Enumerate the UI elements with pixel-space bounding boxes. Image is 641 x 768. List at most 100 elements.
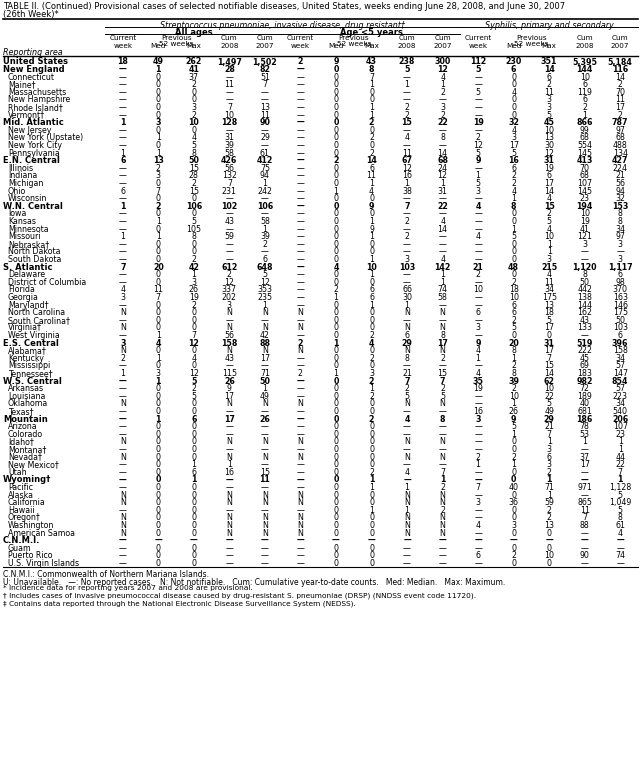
Text: 681: 681 bbox=[578, 407, 592, 416]
Text: —: — bbox=[297, 362, 304, 370]
Text: 4: 4 bbox=[404, 468, 410, 477]
Text: 10: 10 bbox=[473, 286, 483, 294]
Text: 39: 39 bbox=[224, 141, 235, 150]
Text: —: — bbox=[474, 73, 482, 81]
Text: —: — bbox=[474, 475, 482, 485]
Text: 202: 202 bbox=[222, 293, 237, 302]
Text: 6: 6 bbox=[511, 301, 516, 310]
Text: Max: Max bbox=[542, 43, 556, 49]
Text: 2: 2 bbox=[191, 384, 196, 393]
Text: 5: 5 bbox=[476, 65, 481, 74]
Text: 38: 38 bbox=[402, 187, 412, 196]
Text: 0: 0 bbox=[333, 65, 338, 74]
Text: N: N bbox=[404, 514, 410, 522]
Text: —: — bbox=[119, 415, 127, 424]
Text: Michigan: Michigan bbox=[8, 179, 44, 188]
Text: —: — bbox=[119, 240, 127, 249]
Text: Virginia†: Virginia† bbox=[8, 323, 42, 333]
Text: 2: 2 bbox=[476, 134, 481, 143]
Text: 0: 0 bbox=[333, 301, 338, 310]
Text: 1: 1 bbox=[369, 111, 374, 120]
Text: 3: 3 bbox=[156, 369, 161, 378]
Text: 94: 94 bbox=[260, 171, 270, 180]
Text: 5: 5 bbox=[547, 217, 552, 226]
Text: 6: 6 bbox=[476, 551, 481, 561]
Text: —: — bbox=[474, 81, 482, 89]
Text: 0: 0 bbox=[156, 278, 161, 287]
Text: 24: 24 bbox=[438, 164, 447, 173]
Text: 0: 0 bbox=[156, 528, 161, 538]
Text: 1: 1 bbox=[156, 376, 161, 386]
Text: 12: 12 bbox=[188, 339, 199, 348]
Text: 14: 14 bbox=[438, 225, 447, 233]
Text: 8: 8 bbox=[582, 270, 587, 280]
Text: 1: 1 bbox=[476, 460, 481, 469]
Text: 0: 0 bbox=[369, 452, 374, 462]
Text: —: — bbox=[261, 559, 269, 568]
Text: —: — bbox=[297, 255, 304, 264]
Text: —: — bbox=[297, 81, 304, 89]
Text: —: — bbox=[226, 475, 233, 485]
Text: —: — bbox=[297, 278, 304, 287]
Text: 146: 146 bbox=[613, 301, 628, 310]
Text: 0: 0 bbox=[191, 240, 196, 249]
Text: —: — bbox=[226, 536, 233, 545]
Text: 13: 13 bbox=[260, 103, 270, 112]
Text: 52 weeks: 52 weeks bbox=[514, 41, 549, 47]
Text: 0: 0 bbox=[156, 506, 161, 515]
Text: —: — bbox=[581, 528, 588, 538]
Text: 1: 1 bbox=[121, 369, 125, 378]
Text: N: N bbox=[262, 438, 268, 446]
Text: 3: 3 bbox=[511, 521, 516, 530]
Text: 0: 0 bbox=[333, 498, 338, 508]
Text: —: — bbox=[119, 103, 127, 112]
Text: —: — bbox=[403, 544, 411, 553]
Text: —: — bbox=[119, 278, 127, 287]
Text: N: N bbox=[262, 514, 268, 522]
Text: —: — bbox=[297, 422, 304, 432]
Text: 16: 16 bbox=[473, 407, 483, 416]
Text: 90: 90 bbox=[579, 551, 590, 561]
Text: —: — bbox=[297, 88, 304, 97]
Text: —: — bbox=[226, 407, 233, 416]
Text: 19: 19 bbox=[544, 164, 554, 173]
Text: 0: 0 bbox=[156, 392, 161, 401]
Text: 2: 2 bbox=[618, 81, 623, 89]
Text: 1: 1 bbox=[440, 270, 445, 280]
Text: N: N bbox=[404, 528, 410, 538]
Text: 2: 2 bbox=[369, 376, 374, 386]
Text: —: — bbox=[474, 293, 482, 302]
Text: 0: 0 bbox=[333, 308, 338, 317]
Text: —: — bbox=[261, 194, 269, 204]
Text: 0: 0 bbox=[156, 225, 161, 233]
Text: —: — bbox=[297, 111, 304, 120]
Text: 2: 2 bbox=[369, 331, 374, 340]
Text: 68: 68 bbox=[579, 134, 590, 143]
Text: N: N bbox=[440, 491, 445, 500]
Text: Idaho†: Idaho† bbox=[8, 438, 34, 446]
Text: 67: 67 bbox=[401, 157, 413, 165]
Text: 0: 0 bbox=[191, 247, 196, 257]
Text: 0: 0 bbox=[511, 103, 516, 112]
Text: Texas†: Texas† bbox=[8, 407, 33, 416]
Text: 26: 26 bbox=[189, 286, 199, 294]
Text: —: — bbox=[119, 430, 127, 439]
Text: 0: 0 bbox=[511, 270, 516, 280]
Text: 0: 0 bbox=[511, 247, 516, 257]
Text: 8: 8 bbox=[440, 134, 445, 143]
Text: 3: 3 bbox=[120, 339, 126, 348]
Text: 8: 8 bbox=[618, 514, 622, 522]
Text: 0: 0 bbox=[511, 559, 516, 568]
Text: 238: 238 bbox=[399, 58, 415, 67]
Text: Wyoming†: Wyoming† bbox=[3, 475, 51, 485]
Text: 0: 0 bbox=[156, 475, 161, 485]
Text: 2: 2 bbox=[121, 354, 125, 363]
Text: 39: 39 bbox=[508, 376, 519, 386]
Text: 1: 1 bbox=[156, 232, 161, 241]
Text: 0: 0 bbox=[369, 210, 374, 219]
Text: 0: 0 bbox=[511, 255, 516, 264]
Text: 0: 0 bbox=[156, 88, 161, 97]
Text: 7: 7 bbox=[404, 202, 410, 211]
Text: 0: 0 bbox=[511, 95, 516, 104]
Text: Indiana: Indiana bbox=[8, 171, 37, 180]
